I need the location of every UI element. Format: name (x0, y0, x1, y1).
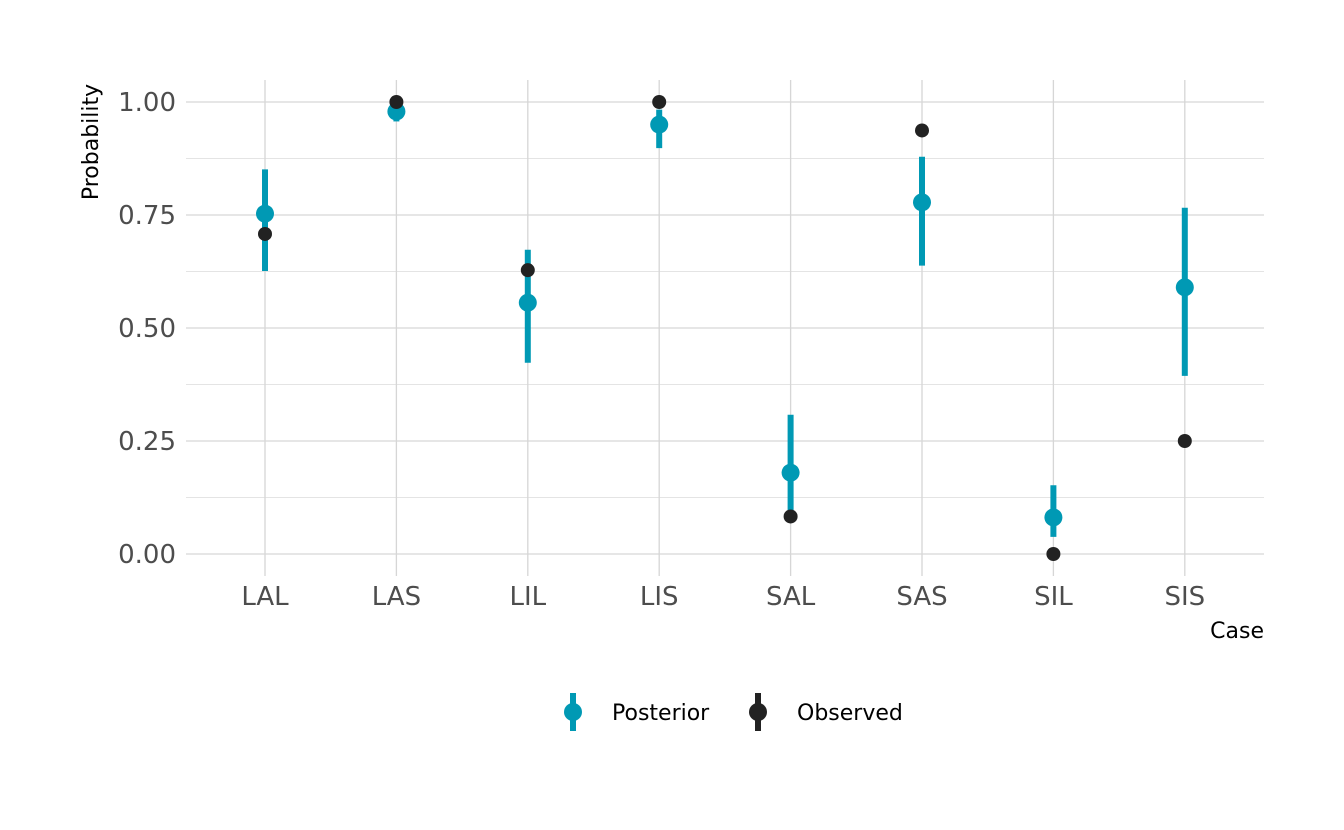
y-axis-ticks: 0.00 0.25 0.50 0.75 1.00 (118, 88, 176, 570)
observed-point-lal (258, 226, 272, 241)
posterior-point-sal (781, 463, 800, 482)
posterior-point-sas (913, 193, 931, 212)
x-axis-title: Case (1210, 619, 1264, 644)
x-tick-label: SAS (896, 582, 947, 612)
x-tick-label: LIS (640, 582, 679, 612)
observed-point-sas (915, 123, 929, 138)
legend-key-posterior (564, 693, 582, 731)
data-points (256, 95, 1194, 561)
legend: Posterior Observed (564, 693, 903, 731)
observed-point-sis (1177, 434, 1192, 448)
legend-observed-dot (749, 703, 767, 721)
posterior-point-lis (650, 115, 669, 134)
grid (186, 80, 1264, 576)
posterior-point-sis (1175, 278, 1194, 297)
posterior-point-sil (1044, 508, 1063, 527)
posterior-point-lal (256, 204, 274, 223)
legend-label-observed: Observed (797, 701, 903, 726)
observed-point-lis (652, 95, 667, 109)
y-tick-label: 0.25 (118, 427, 176, 457)
x-tick-label: SIL (1034, 582, 1073, 612)
x-axis-ticks: LAL LAS LIL LIS SAL SAS SIL SIS (241, 582, 1205, 612)
legend-key-observed (749, 693, 767, 731)
x-tick-label: LIL (509, 582, 546, 612)
posterior-intervals (262, 105, 1188, 537)
observed-point-sil (1046, 547, 1061, 561)
observed-point-lil (520, 263, 535, 278)
x-tick-label: LAS (372, 582, 421, 612)
observed-point-las (389, 95, 404, 109)
y-tick-label: 0.75 (118, 201, 176, 231)
legend-posterior-dot (564, 703, 582, 721)
y-axis-title: Probability (79, 84, 104, 200)
y-tick-label: 0.00 (118, 540, 176, 570)
y-tick-label: 0.50 (118, 314, 176, 344)
observed-point-sal (783, 509, 798, 524)
x-tick-label: LAL (241, 582, 289, 612)
x-tick-label: SAL (766, 582, 816, 612)
y-tick-label: 1.00 (118, 88, 176, 118)
posterior-point-lil (518, 293, 537, 312)
x-tick-label: SIS (1164, 582, 1205, 612)
legend-label-posterior: Posterior (612, 701, 710, 726)
